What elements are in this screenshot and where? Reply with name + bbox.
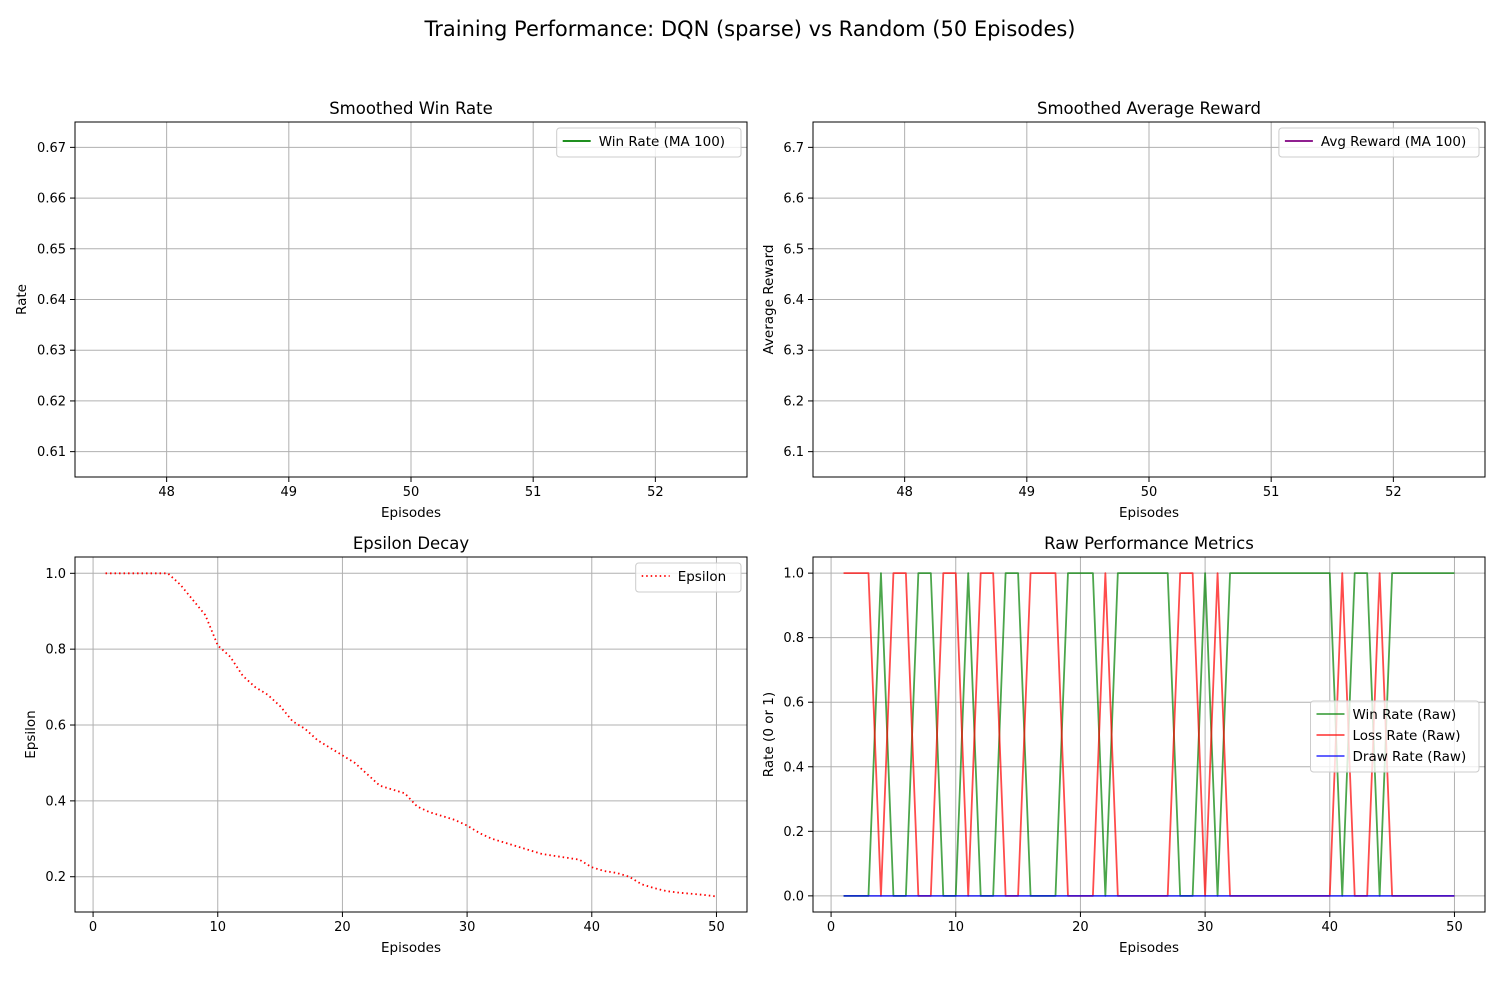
- y-tick-label: 0.63: [37, 344, 66, 359]
- panel-title: Epsilon Decay: [353, 534, 470, 553]
- series-line-epsilon: [105, 572, 717, 898]
- legend-box: [1310, 700, 1480, 773]
- x-axis-label: Episodes: [1119, 940, 1179, 956]
- axes-frame: [74, 556, 748, 913]
- x-tick-label: 40: [584, 920, 601, 935]
- y-axis-label: Rate: [14, 284, 30, 315]
- x-tick-label: 40: [1322, 920, 1339, 935]
- x-axis-label: Episodes: [381, 505, 441, 521]
- figure-suptitle: Training Performance: DQN (sparse) vs Ra…: [424, 17, 1076, 41]
- panel-4: 0 10 20 30 40 50 0.0 0.2 0.4 0.6 0.8 1.0 Raw Perform…: [761, 534, 1486, 956]
- y-tick-label: 0.8: [783, 631, 804, 646]
- x-tick-label: 50: [403, 485, 420, 500]
- panel-3: 0 10 20 30 40 50 0.2 0.4 0.6 0.8 1.0 Epsilon Decay E…: [23, 534, 748, 956]
- x-tick-label: 30: [459, 920, 476, 935]
- legend-entry: Draw Rate (Raw): [1353, 749, 1467, 765]
- y-tick-label: 0.66: [37, 192, 66, 207]
- y-tick-label: 6.6: [783, 192, 804, 207]
- y-tick-label: 0.61: [37, 445, 66, 460]
- legend-entry: Epsilon: [678, 569, 726, 585]
- x-axis-label: Episodes: [381, 940, 441, 956]
- x-tick-label: 50: [1141, 485, 1158, 500]
- y-axis-label: Rate (0 or 1): [761, 692, 777, 777]
- legend-entry: Win Rate (Raw): [1353, 707, 1457, 723]
- x-tick-label: 48: [896, 485, 913, 500]
- legend: Avg Reward (MA 100): [1278, 127, 1480, 158]
- panel-1: 48 49 50 51 52 0.61 0.62 0.63 0.64 0.65 0.66 0.67 Sm…: [14, 99, 748, 521]
- x-tick-label: 20: [1072, 920, 1089, 935]
- panel-title: Smoothed Average Reward: [1037, 99, 1261, 118]
- y-axis-label: Average Reward: [761, 244, 777, 354]
- x-tick-label: 48: [158, 485, 175, 500]
- x-tick-label: 50: [708, 920, 725, 935]
- panel-title: Smoothed Win Rate: [329, 99, 493, 118]
- y-tick-label: 0.67: [37, 141, 66, 156]
- legend-entry: Win Rate (MA 100): [599, 134, 725, 150]
- x-tick-label: 10: [209, 920, 226, 935]
- x-tick-label: 0: [89, 920, 97, 935]
- legend-entry: Avg Reward (MA 100): [1321, 134, 1466, 150]
- x-tick-label: 51: [525, 485, 542, 500]
- y-axis-label: Epsilon: [23, 710, 39, 758]
- y-tick-label: 6.4: [783, 293, 804, 308]
- x-tick-label: 51: [1263, 485, 1280, 500]
- y-tick-label: 1.0: [783, 567, 804, 582]
- y-tick-label: 0.2: [783, 825, 804, 840]
- y-tick-label: 6.3: [783, 344, 804, 359]
- panel-title: Raw Performance Metrics: [1044, 534, 1254, 553]
- y-tick-label: 0.62: [37, 394, 66, 409]
- x-tick-label: 49: [281, 485, 298, 500]
- y-tick-label: 0.0: [783, 889, 804, 904]
- legend: Epsilon: [635, 562, 742, 593]
- x-tick-label: 52: [647, 485, 664, 500]
- y-tick-label: 0.4: [783, 760, 804, 775]
- y-tick-label: 0.6: [45, 719, 66, 734]
- x-tick-label: 0: [827, 920, 835, 935]
- legend-entry: Loss Rate (Raw): [1353, 728, 1461, 744]
- panel-2: 48 49 50 51 52 6.1 6.2 6.3 6.4 6.5 6.6 6.7 Smoothed …: [761, 99, 1486, 521]
- axes-frame: [812, 556, 1486, 913]
- legend-box: [556, 127, 742, 158]
- x-tick-label: 20: [334, 920, 351, 935]
- y-tick-label: 6.7: [783, 141, 804, 156]
- y-tick-label: 0.64: [37, 293, 66, 308]
- legend: Win Rate (Raw) Loss Rate (Raw) Draw Rate (…: [1310, 700, 1480, 773]
- y-tick-label: 0.8: [45, 643, 66, 658]
- x-tick-label: 30: [1197, 920, 1214, 935]
- y-tick-label: 0.6: [783, 696, 804, 711]
- x-tick-label: 10: [947, 920, 964, 935]
- y-tick-label: 0.4: [45, 794, 66, 809]
- y-tick-label: 6.1: [783, 445, 804, 460]
- legend: Win Rate (MA 100): [556, 127, 742, 158]
- x-tick-label: 52: [1385, 485, 1402, 500]
- y-tick-label: 0.65: [37, 242, 66, 257]
- legend-box: [1278, 127, 1480, 158]
- y-tick-label: 6.2: [783, 394, 804, 409]
- legend-box: [635, 562, 742, 593]
- y-tick-label: 0.2: [45, 870, 66, 885]
- x-tick-label: 49: [1019, 485, 1036, 500]
- x-tick-label: 50: [1446, 920, 1463, 935]
- y-tick-label: 6.5: [783, 242, 804, 257]
- y-tick-label: 1.0: [45, 567, 66, 582]
- x-axis-label: Episodes: [1119, 505, 1179, 521]
